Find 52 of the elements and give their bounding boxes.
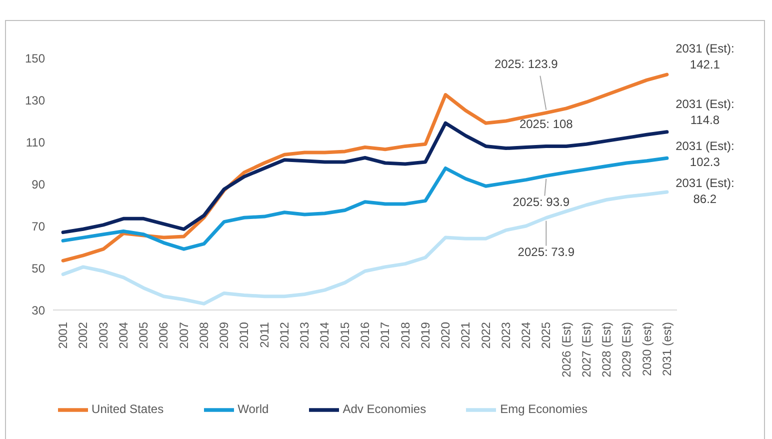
x-tick-label: 2023 [498, 322, 513, 349]
x-tick-label: 2021 [458, 322, 473, 349]
y-tick-label: 90 [32, 177, 46, 192]
x-tick-label: 2006 [156, 322, 171, 349]
x-tick-label: 2003 [96, 322, 110, 349]
x-tick-label: 2008 [196, 322, 211, 349]
x-tick-label: 2014 [318, 322, 332, 349]
x-tick-label: 2020 [438, 322, 453, 349]
y-tick-label: 70 [32, 219, 46, 234]
x-tick-label: 2026 (Est) [559, 322, 574, 378]
line-series [61, 190, 669, 306]
x-tick-label: 2002 [76, 322, 90, 349]
x-tick-label: 2015 [338, 322, 352, 349]
legend-label: Adv Economies [342, 402, 426, 416]
x-tick-label: 2022 [478, 322, 493, 349]
annotation: 2031 (Est): 114.8 [676, 96, 734, 127]
x-tick-label: 2030 (est) [640, 322, 654, 376]
legend-label: World [238, 402, 269, 416]
x-tick-label: 2029 (Est) [620, 322, 634, 378]
annotation: 2025: 108 [519, 117, 574, 132]
legend-label: Emg Economies [500, 402, 588, 416]
x-tick-label: 2004 [116, 322, 130, 349]
y-tick-label: 50 [32, 261, 46, 276]
y-tick-label: 130 [24, 93, 46, 108]
x-tick-label: 2011 [257, 322, 272, 348]
x-tick-label: 2012 [277, 322, 292, 349]
x-tick-label: 2025 [539, 322, 554, 349]
x-tick-label: 2013 [298, 322, 312, 349]
x-tick-label: 2018 [398, 322, 412, 349]
x-tick-label: 2027 (Est) [579, 322, 594, 378]
x-tick-label: 2010 [237, 322, 252, 349]
x-tick-label: 2007 [176, 322, 191, 349]
annotation: 2031 (Est): 86.2 [676, 176, 734, 206]
line-series [61, 121, 669, 234]
annotation: 2025: 93.9 [512, 194, 570, 209]
x-tick-label: 2028 (Est) [600, 322, 614, 378]
y-tick-label: 110 [26, 135, 46, 150]
x-tick-label: 2031 (est) [660, 322, 674, 376]
x-tick-label: 2005 [136, 322, 151, 349]
x-tick-label: 2024 [519, 322, 534, 349]
x-tick-label: 2017 [378, 322, 392, 349]
x-tick-label: 2016 [358, 322, 372, 349]
x-tick-label: 2019 [418, 322, 432, 349]
y-tick-label: 150 [24, 51, 46, 66]
x-tick-label: 2009 [217, 322, 232, 349]
y-tick-label: 30 [32, 303, 46, 318]
x-tick-label: 2001 [56, 322, 70, 349]
annotation: 2025: 123.9 [494, 56, 558, 71]
legend-label: United States [92, 402, 164, 416]
annotation: 2031 (Est): 102.3 [676, 139, 734, 170]
annotation: 2025: 73.9 [518, 244, 575, 259]
annotation: 2031 (Est): 142.1 [676, 42, 734, 72]
